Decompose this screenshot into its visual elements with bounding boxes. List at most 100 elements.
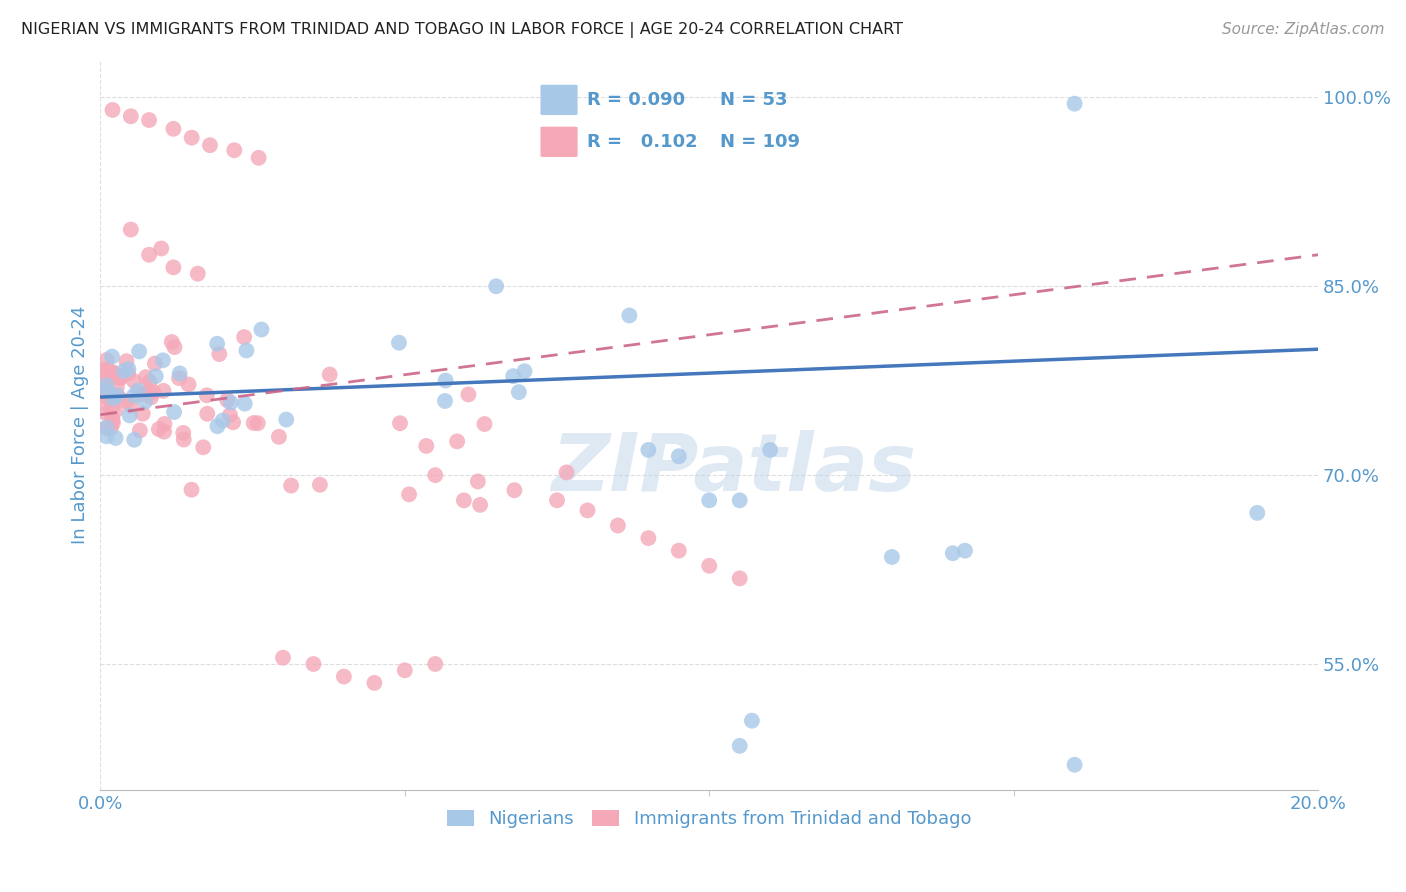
- Point: [302, 657, 325, 671]
- Point: [120, 109, 142, 123]
- Point: [96, 420, 118, 434]
- Point: [425, 468, 447, 483]
- Point: [172, 425, 194, 440]
- Point: [117, 367, 139, 381]
- Point: [101, 392, 124, 406]
- Point: [697, 558, 720, 573]
- Point: [162, 260, 184, 275]
- Point: [162, 121, 184, 136]
- Point: [246, 416, 269, 430]
- Point: [143, 357, 166, 371]
- Point: [1063, 96, 1085, 111]
- Point: [169, 367, 191, 381]
- Point: [96, 353, 118, 368]
- Point: [153, 417, 176, 431]
- Text: Source: ZipAtlas.com: Source: ZipAtlas.com: [1222, 22, 1385, 37]
- Point: [193, 440, 215, 454]
- Point: [173, 433, 195, 447]
- Point: [198, 138, 221, 153]
- Point: [112, 364, 135, 378]
- Point: [195, 388, 218, 402]
- Point: [333, 670, 356, 684]
- Point: [122, 388, 145, 402]
- Point: [318, 368, 340, 382]
- Point: [128, 344, 150, 359]
- Point: [219, 408, 242, 422]
- Point: [110, 371, 132, 385]
- Point: [153, 425, 176, 439]
- Point: [1246, 506, 1268, 520]
- Point: [115, 394, 138, 409]
- Point: [224, 143, 246, 157]
- Point: [132, 386, 155, 401]
- Text: R = 0.090: R = 0.090: [586, 91, 685, 109]
- Point: [211, 413, 233, 427]
- Point: [96, 380, 118, 394]
- Point: [453, 493, 475, 508]
- Point: [508, 385, 530, 400]
- Point: [280, 478, 302, 492]
- Point: [394, 663, 416, 677]
- Point: [434, 394, 457, 409]
- Point: [96, 372, 118, 386]
- Point: [104, 431, 127, 445]
- Point: [96, 390, 118, 404]
- Point: [619, 309, 641, 323]
- Point: [446, 434, 468, 449]
- Point: [177, 377, 200, 392]
- Point: [96, 384, 118, 398]
- Point: [503, 483, 526, 498]
- Point: [101, 412, 124, 426]
- Point: [139, 391, 162, 405]
- Legend: Nigerians, Immigrants from Trinidad and Tobago: Nigerians, Immigrants from Trinidad and …: [440, 803, 979, 836]
- Point: [398, 487, 420, 501]
- Point: [96, 374, 118, 388]
- Text: N = 109: N = 109: [720, 133, 800, 151]
- Point: [105, 388, 128, 402]
- Point: [110, 371, 132, 385]
- Point: [637, 442, 659, 457]
- Text: ZIPatlas: ZIPatlas: [551, 430, 917, 508]
- Point: [138, 248, 160, 262]
- Text: R =   0.102: R = 0.102: [586, 133, 697, 151]
- Point: [167, 371, 190, 385]
- Point: [117, 362, 139, 376]
- Point: [242, 416, 264, 430]
- Point: [122, 374, 145, 388]
- FancyBboxPatch shape: [540, 85, 578, 115]
- Point: [637, 531, 659, 545]
- Point: [96, 383, 118, 397]
- Point: [107, 390, 129, 404]
- Text: NIGERIAN VS IMMIGRANTS FROM TRINIDAD AND TOBAGO IN LABOR FORCE | AGE 20-24 CORRE: NIGERIAN VS IMMIGRANTS FROM TRINIDAD AND…: [21, 22, 903, 38]
- Point: [148, 422, 170, 436]
- Point: [474, 417, 496, 431]
- Point: [880, 549, 903, 564]
- Point: [96, 429, 118, 443]
- Point: [388, 416, 411, 430]
- Point: [108, 368, 131, 383]
- Point: [101, 365, 124, 379]
- Point: [697, 493, 720, 508]
- Point: [606, 518, 628, 533]
- Point: [96, 406, 118, 420]
- Point: [96, 421, 118, 435]
- Point: [759, 442, 782, 457]
- Point: [163, 340, 186, 354]
- Point: [233, 397, 256, 411]
- Point: [546, 493, 568, 508]
- Point: [468, 498, 491, 512]
- Point: [309, 477, 332, 491]
- Point: [668, 543, 690, 558]
- Point: [101, 350, 124, 364]
- Point: [250, 322, 273, 336]
- Point: [668, 449, 690, 463]
- Point: [728, 493, 751, 508]
- Point: [205, 336, 228, 351]
- Point: [457, 387, 479, 401]
- Point: [388, 335, 411, 350]
- Point: [180, 483, 202, 497]
- FancyBboxPatch shape: [540, 127, 578, 157]
- Point: [101, 416, 124, 430]
- Point: [127, 384, 149, 398]
- Point: [96, 378, 118, 392]
